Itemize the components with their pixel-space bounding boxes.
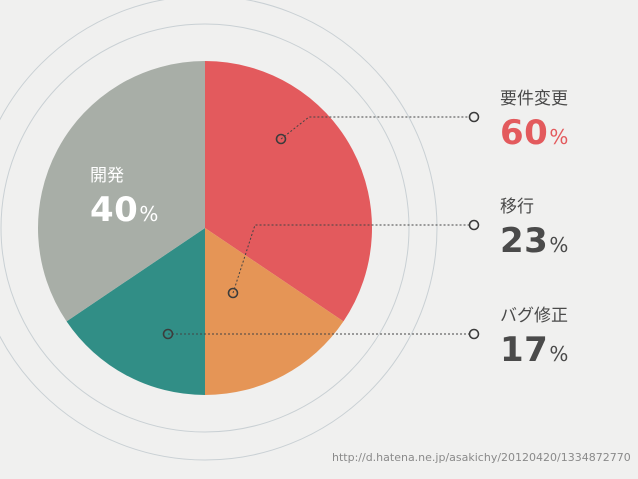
inner-ring — [0, 23, 410, 433]
slice-label-name: バグ修正 — [500, 306, 568, 326]
leader-endpoint — [227, 287, 239, 299]
leader-line — [280, 116, 474, 140]
slice-label-name: 要件変更 — [500, 89, 568, 109]
slice-label: 移行 23% — [500, 192, 569, 261]
slice-label: 開発 40% — [90, 161, 159, 230]
slice-label-value: 60% — [500, 113, 569, 153]
pie-slice — [38, 61, 205, 322]
pie-slices — [38, 61, 373, 395]
outer-ring — [0, 0, 438, 461]
pie-slice — [205, 228, 344, 395]
slice-label-name: 移行 — [500, 197, 534, 217]
leader-endpoint — [275, 133, 287, 145]
leader-endpoint — [468, 219, 480, 231]
pie-slice — [66, 228, 206, 395]
slice-label-value: 40% — [90, 190, 159, 230]
slice-label-value: 23% — [500, 221, 569, 261]
pie-slice — [205, 61, 373, 322]
leader-endpoint — [162, 328, 174, 340]
slice-label-name: 開発 — [90, 166, 124, 186]
source-url: http://d.hatena.ne.jp/asakichy/20120420/… — [332, 451, 631, 464]
slice-label: バグ修正 17% — [500, 301, 569, 370]
leader-endpoint — [468, 328, 480, 340]
leader-lines — [162, 111, 480, 340]
leader-line — [232, 224, 474, 294]
slice-label-value: 17% — [500, 330, 569, 370]
slice-label: 要件変更 60% — [500, 84, 569, 153]
leader-endpoint — [468, 111, 480, 123]
